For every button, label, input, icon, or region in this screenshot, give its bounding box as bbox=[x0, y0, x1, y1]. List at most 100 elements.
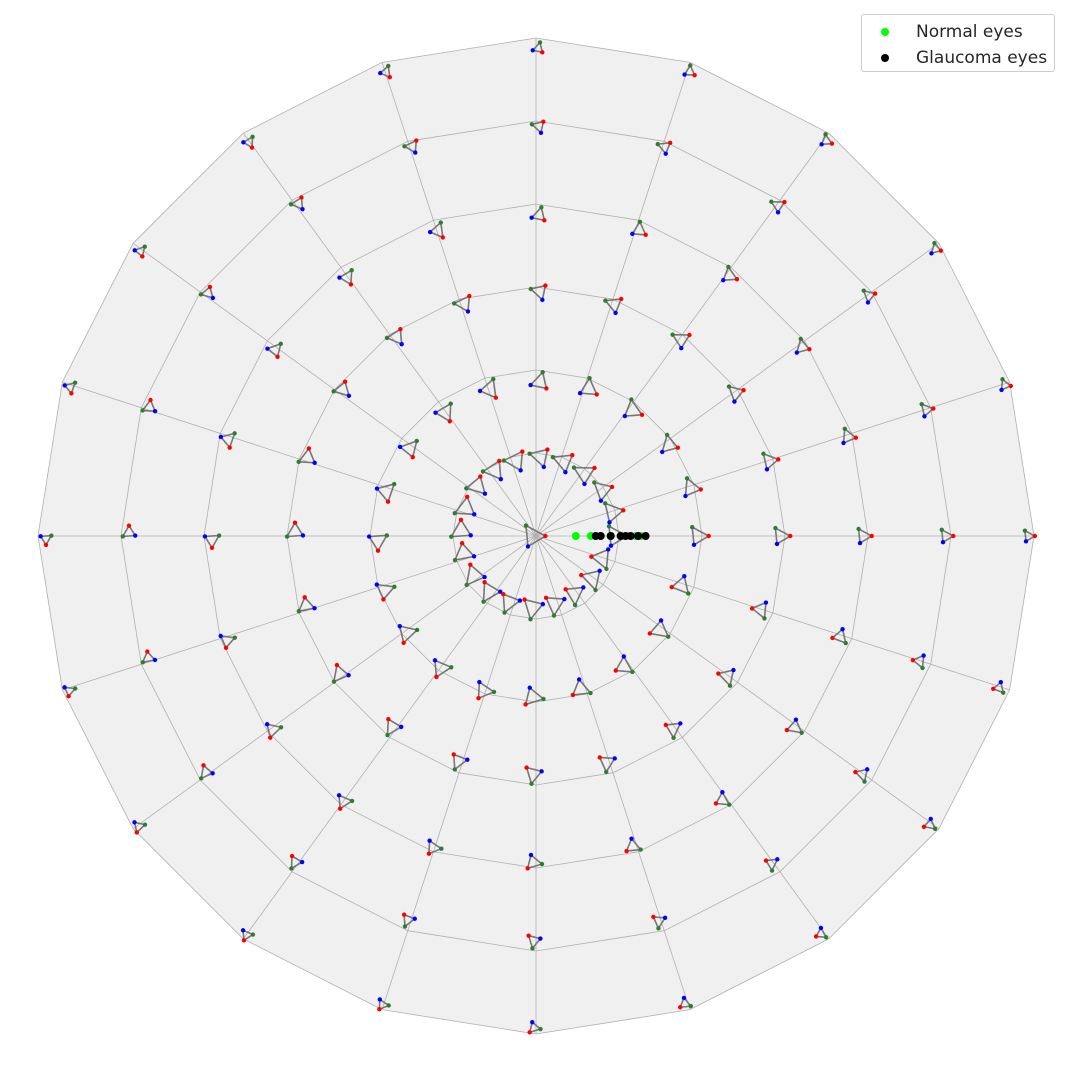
glyph-vertex-c bbox=[265, 346, 270, 351]
glyph-vertex-a bbox=[1022, 528, 1028, 533]
glyph-edges bbox=[625, 837, 643, 853]
glyph-vertex-c bbox=[336, 793, 342, 798]
glyph-vertex-b bbox=[543, 283, 548, 288]
triangle-glyph bbox=[602, 501, 626, 525]
glyph-vertex-c bbox=[663, 151, 668, 156]
triangle-glyph bbox=[296, 595, 317, 614]
triangle-glyph bbox=[264, 722, 284, 740]
glyph-edges bbox=[930, 241, 943, 255]
triangle-glyph bbox=[749, 600, 769, 621]
glyph-vertex-c bbox=[598, 498, 604, 503]
glyph-vertex-b bbox=[337, 806, 343, 811]
triangle-glyph bbox=[655, 140, 673, 156]
glyph-vertex-b bbox=[1032, 533, 1038, 539]
glyph-vertex-b bbox=[375, 548, 381, 553]
triangle-glyph bbox=[38, 533, 54, 548]
grid-spoke bbox=[535, 535, 940, 830]
glyph-vertex-c bbox=[841, 440, 846, 446]
glyph-vertex-a bbox=[638, 847, 643, 852]
glyph-vertex-b bbox=[829, 141, 835, 146]
triangle-glyph bbox=[622, 397, 645, 419]
glyph-vertex-c bbox=[563, 469, 568, 475]
glyph-vertex-c bbox=[397, 444, 403, 450]
triangle-glyph bbox=[427, 220, 446, 240]
glyph-vertex-a bbox=[606, 524, 612, 529]
glyph-vertex-a bbox=[538, 1026, 543, 1032]
triangle-glyph bbox=[543, 595, 567, 618]
glyph-vertex-b bbox=[813, 934, 819, 939]
glyph-vertex-b bbox=[613, 668, 618, 673]
glyph-edges bbox=[684, 476, 703, 498]
triangle-glyph bbox=[624, 836, 643, 854]
glyph-edges bbox=[589, 548, 610, 571]
triangle-glyph bbox=[501, 592, 523, 615]
glyph-vertex-a bbox=[140, 408, 145, 413]
glyph-edges bbox=[285, 521, 305, 538]
glyph-vertex-b bbox=[678, 1005, 683, 1010]
glyph-vertex-a bbox=[448, 401, 453, 406]
glyph-edges bbox=[604, 502, 625, 524]
glaucoma-eye-point bbox=[606, 532, 615, 540]
glyph-vertex-c bbox=[528, 852, 534, 858]
glyph-vertex-b bbox=[749, 606, 755, 611]
glyph-edges bbox=[722, 265, 739, 282]
glyph-edges bbox=[465, 563, 487, 587]
glyph-vertex-a bbox=[761, 451, 766, 456]
glyph-vertex-a bbox=[289, 866, 294, 871]
glyph-vertex-c bbox=[530, 48, 535, 53]
glyph-vertex-a bbox=[452, 511, 457, 516]
triangle-glyph bbox=[669, 573, 691, 596]
triangle-glyph bbox=[449, 517, 473, 539]
glyph-vertex-b bbox=[451, 752, 456, 757]
glyph-edges bbox=[991, 680, 1005, 694]
glyph-vertex-c bbox=[794, 350, 800, 355]
glyph-vertex-b bbox=[543, 533, 548, 539]
glyph-vertex-c bbox=[468, 533, 473, 538]
triangle-glyph bbox=[579, 568, 602, 593]
triangle-glyph bbox=[570, 677, 593, 698]
glyph-vertex-a bbox=[630, 669, 635, 675]
glyph-vertex-c bbox=[682, 573, 687, 579]
glyph-vertex-a bbox=[540, 369, 545, 375]
legend-item-normal: Normal eyes bbox=[862, 19, 1023, 45]
glyph-vertex-c bbox=[1023, 539, 1029, 544]
glyph-vertex-b bbox=[434, 674, 439, 680]
triangle-glyph bbox=[288, 195, 305, 212]
glyph-vertex-c bbox=[621, 654, 627, 659]
glyph-vertex-b bbox=[706, 533, 711, 539]
glyph-edges bbox=[648, 618, 670, 638]
glyph-vertex-a bbox=[278, 341, 283, 347]
glyph-vertex-c bbox=[471, 554, 477, 559]
glyph-vertex-a bbox=[861, 288, 866, 293]
glyph-edges bbox=[133, 245, 146, 258]
glyph-vertex-b bbox=[807, 347, 812, 352]
glyph-vertex-b bbox=[348, 282, 354, 287]
glyph-vertex-a bbox=[449, 665, 454, 670]
glyph-vertex-c bbox=[300, 206, 305, 212]
triangle-glyphs bbox=[38, 40, 1038, 1035]
grid-spoke bbox=[535, 535, 1010, 691]
triangle-glyph bbox=[523, 685, 546, 707]
glyph-edges bbox=[133, 821, 147, 835]
glyph-vertex-b bbox=[763, 858, 769, 863]
glyph-edges bbox=[338, 794, 354, 811]
glyph-edges bbox=[544, 596, 566, 618]
glyph-vertex-c bbox=[337, 275, 342, 280]
glyph-edges bbox=[853, 768, 869, 784]
triangle-glyph bbox=[647, 618, 671, 639]
glyph-vertex-a bbox=[296, 459, 301, 465]
glyph-vertex-b bbox=[734, 277, 740, 282]
glyph-vertex-a bbox=[402, 924, 408, 929]
glyph-vertex-a bbox=[198, 292, 204, 297]
triangle-glyph bbox=[670, 332, 692, 351]
glyph-vertex-b bbox=[385, 499, 391, 504]
glyph-edges bbox=[670, 574, 690, 595]
series-glaucoma bbox=[591, 532, 650, 540]
glyph-vertex-c bbox=[132, 248, 137, 253]
glyph-vertex-b bbox=[663, 722, 669, 728]
glyph-edges bbox=[661, 433, 680, 454]
glyph-vertex-a bbox=[932, 826, 938, 831]
legend-label-glaucoma: Glaucoma eyes bbox=[916, 48, 1048, 68]
glyph-vertex-a bbox=[491, 689, 497, 695]
glyph-edges bbox=[332, 663, 351, 683]
